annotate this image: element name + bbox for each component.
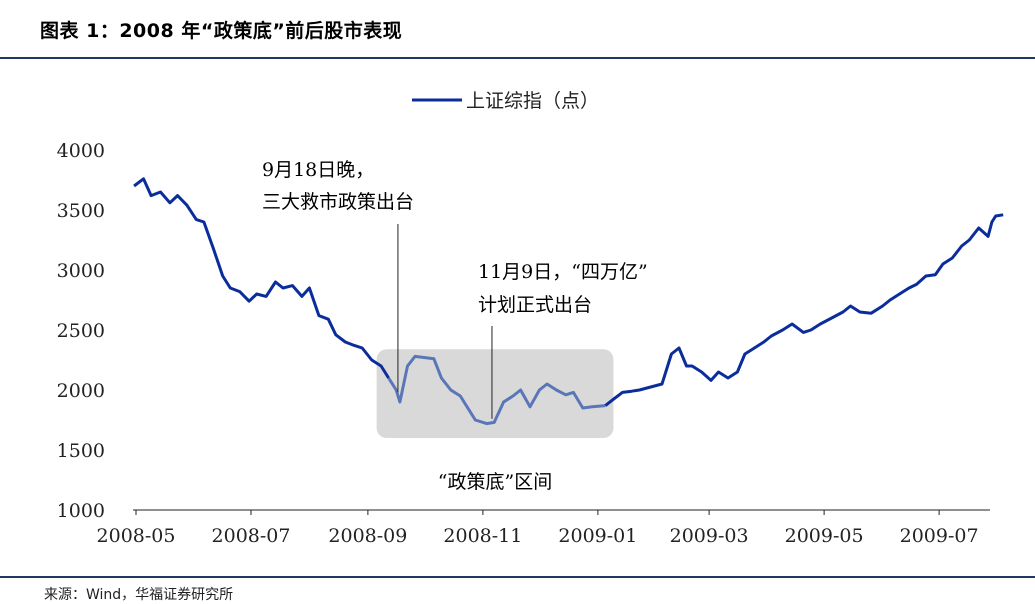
policy-bottom-zone: [376, 349, 614, 438]
top-rule: [0, 57, 1035, 59]
series-line-segment: [387, 354, 606, 426]
x-tick-label: 2009-01: [558, 525, 637, 547]
figure-title: 图表 1：2008 年“政策底”前后股市表现: [40, 20, 403, 42]
nov9-annotation-line2: 计划正式出台: [478, 294, 592, 316]
legend: 上证综指（点）: [412, 90, 599, 112]
y-tick-label: 1500: [57, 440, 105, 462]
series-line-segment: [133, 177, 390, 379]
policy-bottom-zone-layer: [376, 349, 614, 438]
x-tick-label: 2008-07: [212, 525, 291, 547]
source-note: 来源：Wind，华福证券研究所: [44, 587, 234, 603]
y-tick-label: 4000: [57, 140, 105, 162]
nov9-annotation-line1: 11月9日，“四万亿”: [478, 261, 648, 283]
sep18-annotation-line2: 三大救市政策出台: [262, 191, 414, 213]
sep18-annotation-line1: 9月18日晚，: [262, 159, 374, 181]
y-tick-label: 3000: [57, 260, 105, 282]
y-tick-label: 1000: [57, 500, 105, 522]
zone-label: “政策底”区间: [438, 471, 552, 493]
annotations: “政策底”区间 9月18日晚， 三大救市政策出台 11月9日，“四万亿” 计划正式出台: [262, 159, 648, 493]
x-tick-label: 2009-07: [900, 525, 979, 547]
x-tick-label: 2009-03: [670, 525, 749, 547]
axes: 1000 1500 2000 2500 3000 3500 4000 2008-05 2008-…: [57, 140, 990, 547]
x-tick-label: 2009-05: [785, 525, 864, 547]
bottom-rule: [0, 576, 1035, 578]
y-tick-label: 3500: [57, 200, 105, 222]
line-chart: 1000 1500 2000 2500 3000 3500 4000 2008-05 2008-…: [57, 90, 1004, 547]
y-tick-label: 2500: [57, 320, 105, 342]
x-tick-label: 2008-09: [328, 525, 407, 547]
series-line-segment: [604, 213, 1004, 407]
series-layer: [133, 177, 1004, 426]
legend-entry-label: 上证综指（点）: [466, 90, 599, 112]
x-tick-label: 2008-11: [443, 525, 522, 547]
x-tick-label: 2008-05: [97, 525, 176, 547]
y-tick-label: 2000: [57, 380, 105, 402]
